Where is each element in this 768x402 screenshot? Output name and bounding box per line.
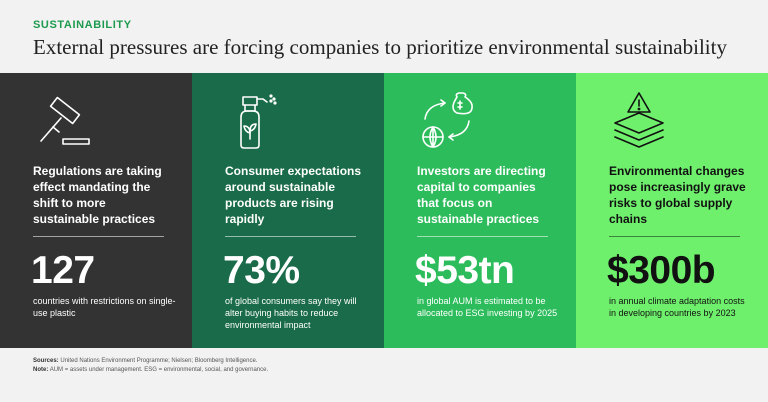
panel-stat: 73% bbox=[223, 249, 300, 292]
spray-bottle-icon bbox=[225, 87, 285, 153]
divider bbox=[225, 236, 356, 237]
page-title: External pressures are forcing companies… bbox=[33, 35, 727, 59]
stat-panels: Regulations are taking effect mandating … bbox=[0, 73, 768, 348]
divider bbox=[417, 236, 548, 237]
money-cycle-icon bbox=[417, 87, 477, 153]
panel-stat: $53tn bbox=[415, 249, 515, 292]
panel-caption: in annual climate adaptation costs in de… bbox=[609, 296, 745, 318]
layers-warning-icon bbox=[609, 87, 669, 153]
note-line: Note: AUM = assets under management. ESG… bbox=[33, 366, 268, 375]
panel-regulations: Regulations are taking effect mandating … bbox=[0, 73, 192, 348]
panel-description: Investors are directing capital to compa… bbox=[417, 164, 546, 226]
sources-line: Sources: United Nations Environment Prog… bbox=[33, 357, 268, 366]
panel-description: Consumer expectations around sustainable… bbox=[225, 164, 362, 226]
panel-environment: Environmental changes pose increasingly … bbox=[576, 73, 768, 348]
sources-label: Sources: bbox=[33, 358, 59, 364]
panel-caption: of global consumers say they will alter … bbox=[225, 296, 357, 330]
panel-caption: countries with restrictions on single-us… bbox=[33, 296, 176, 318]
panel-stat: 127 bbox=[31, 249, 95, 292]
gavel-icon bbox=[33, 87, 93, 153]
footnotes: Sources: United Nations Environment Prog… bbox=[33, 357, 268, 375]
note-text: AUM = assets under management. ESG = env… bbox=[49, 367, 269, 373]
panel-description: Environmental changes pose increasingly … bbox=[609, 164, 746, 226]
note-label: Note: bbox=[33, 367, 49, 373]
divider bbox=[609, 236, 740, 237]
panel-description: Regulations are taking effect mandating … bbox=[33, 164, 162, 226]
sources-text: United Nations Environment Programme; Ni… bbox=[60, 358, 258, 364]
section-eyebrow: SUSTAINABILITY bbox=[33, 19, 132, 31]
panel-consumers: Consumer expectations around sustainable… bbox=[192, 73, 384, 348]
panel-investors: Investors are directing capital to compa… bbox=[384, 73, 576, 348]
divider bbox=[33, 236, 164, 237]
panel-caption: in global AUM is estimated to be allocat… bbox=[417, 296, 558, 318]
panel-stat: $300b bbox=[607, 249, 716, 292]
